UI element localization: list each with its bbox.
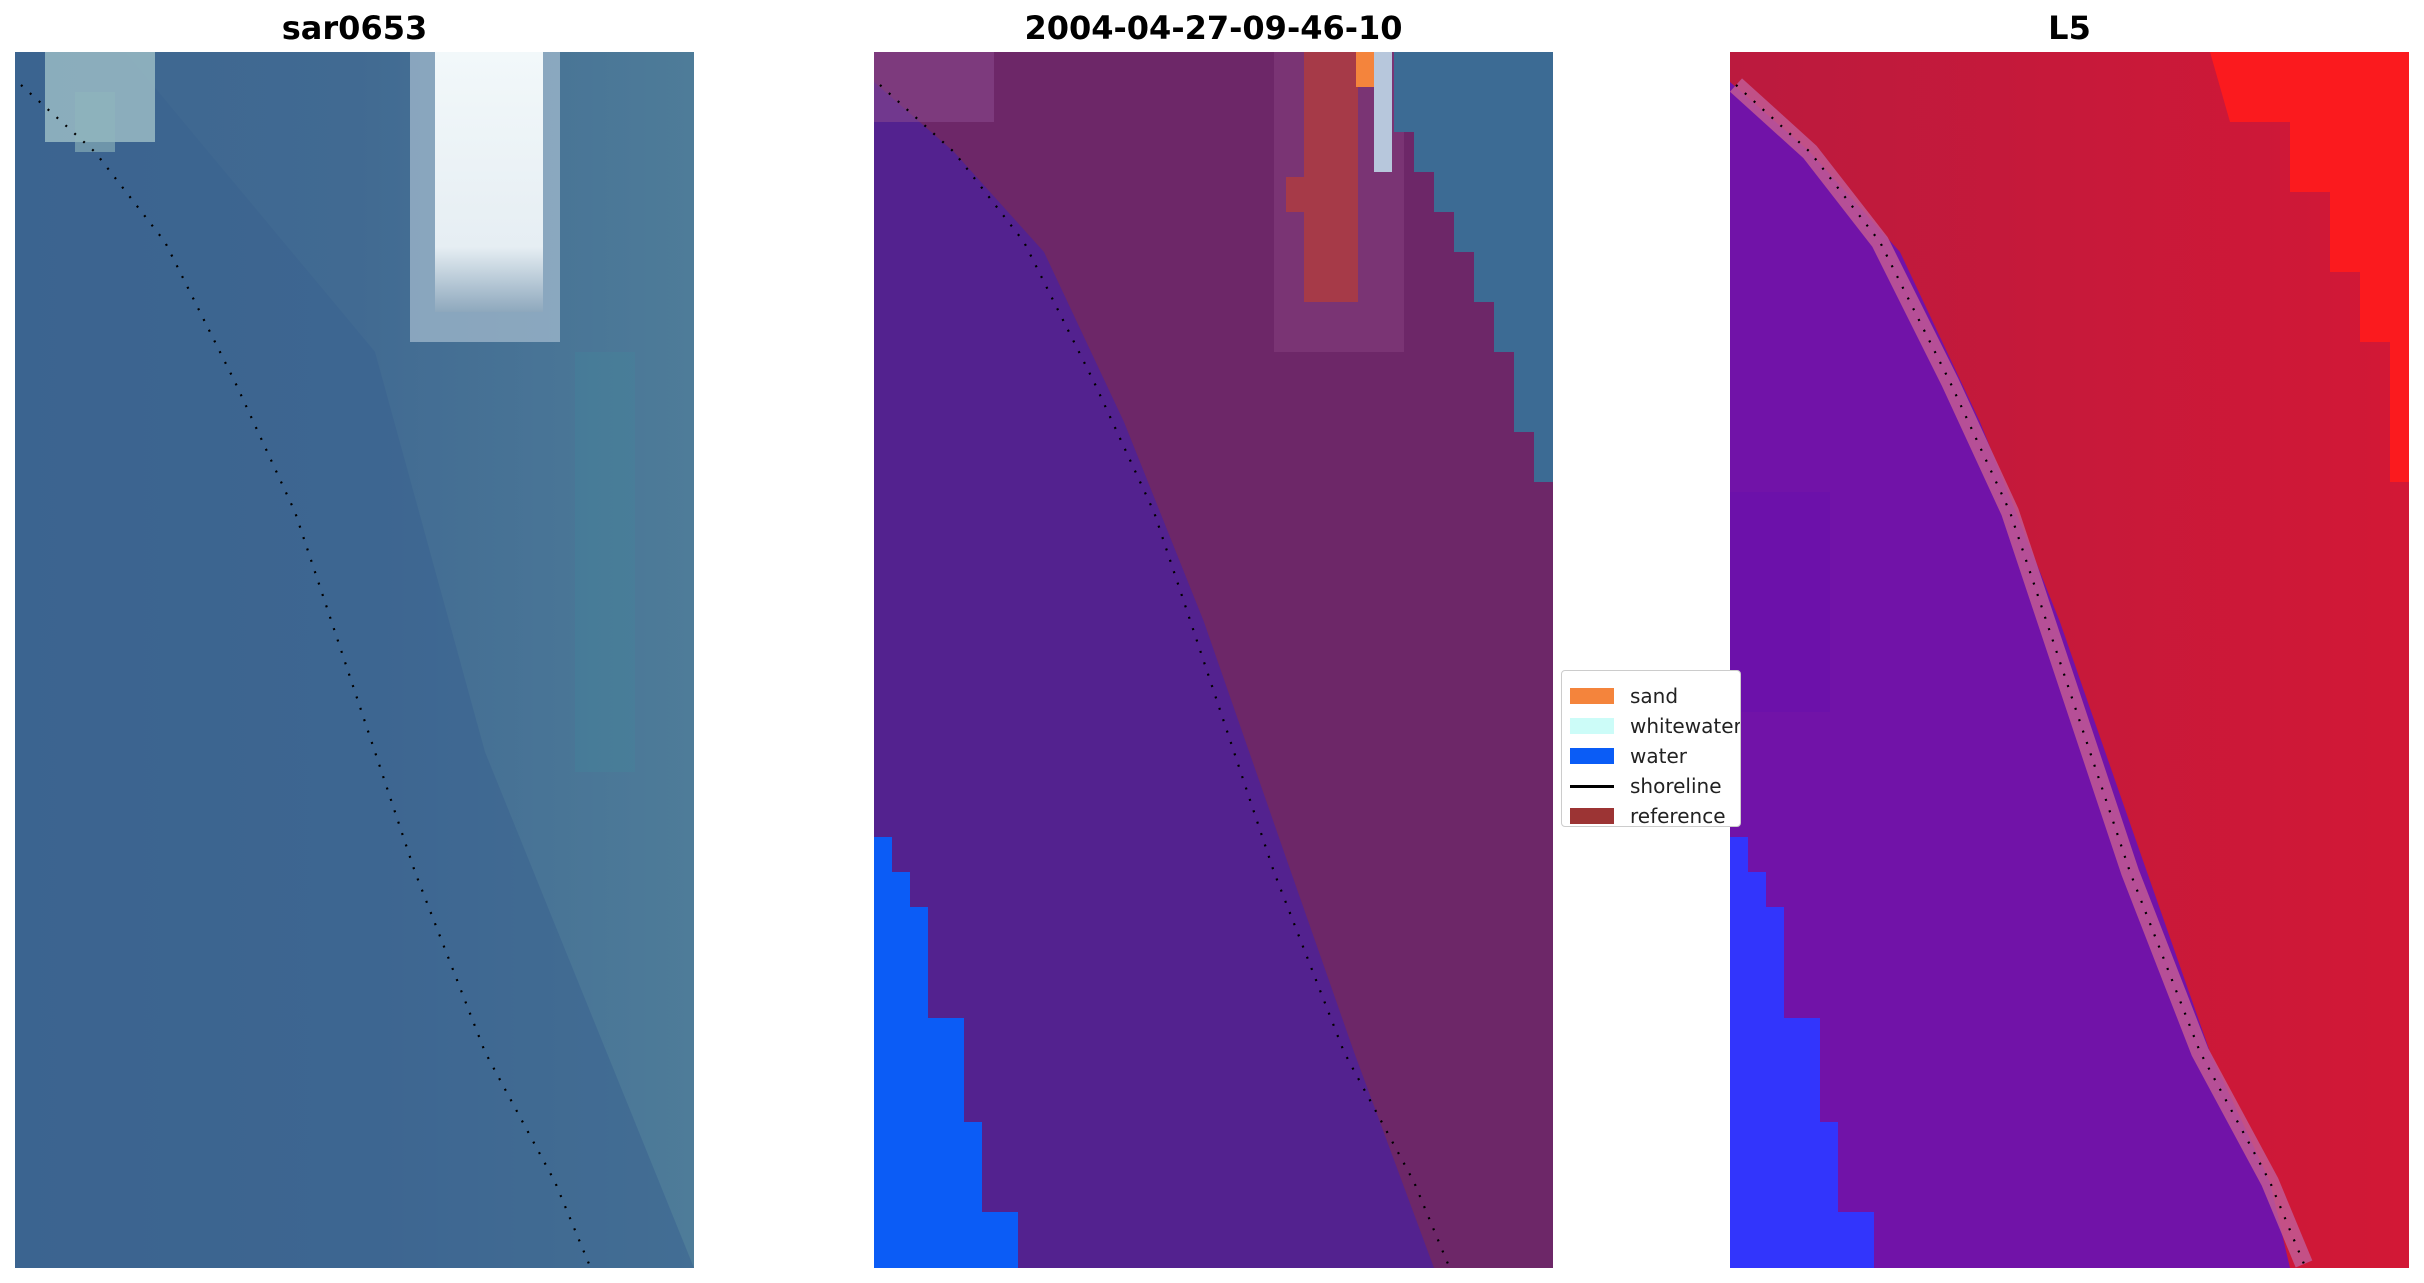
legend-item-shoreline: shoreline	[1570, 774, 1722, 798]
panel-title-mndwi: L5	[2048, 9, 2091, 47]
legend-swatch-sand	[1570, 688, 1614, 704]
legend-label: water	[1630, 744, 1687, 768]
classification-image	[874, 52, 1553, 1268]
rgb-image	[15, 52, 694, 1268]
mndwi-image	[1730, 52, 2409, 1268]
legend-swatch-water	[1570, 748, 1614, 764]
legend-item-reference: reference	[1570, 804, 1726, 827]
shoreline-dots	[1735, 84, 2306, 1265]
rgb-image-panel	[15, 52, 694, 1268]
legend-label: shoreline	[1630, 774, 1722, 798]
legend-item-sand: sand	[1570, 684, 1679, 708]
mndwi-panel	[1730, 52, 2409, 1268]
classification-panel	[874, 52, 1553, 1268]
legend-label: sand	[1630, 684, 1679, 708]
panel-title-rgb: sar0653	[281, 9, 428, 47]
shoreline-dots	[879, 84, 1450, 1265]
legend-swatch-reference	[1570, 808, 1614, 824]
legend-swatch-whitewater	[1570, 718, 1614, 734]
legend-item-water: water	[1570, 744, 1687, 768]
legend-label: whitewater	[1630, 714, 1741, 738]
legend: sand whitewater water shoreline reference	[1561, 670, 1741, 827]
shoreline-dots	[20, 84, 591, 1265]
legend-line-shoreline	[1570, 784, 1614, 788]
legend-label: reference	[1630, 804, 1726, 827]
legend-item-whitewater: whitewater	[1570, 714, 1741, 738]
panel-title-classification: 2004-04-27-09-46-10	[1024, 9, 1403, 47]
